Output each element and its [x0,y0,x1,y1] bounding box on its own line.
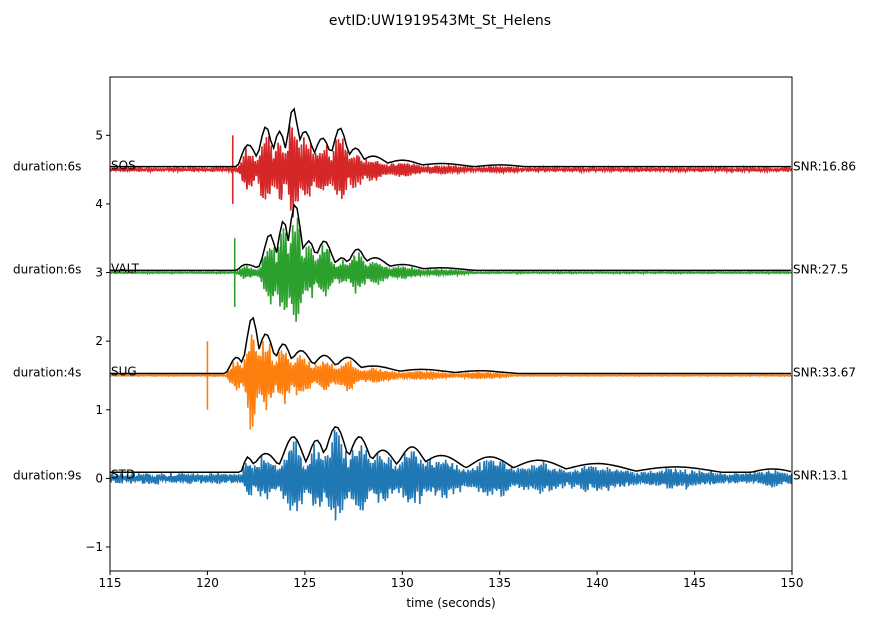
duration-label: duration:6s [13,160,81,174]
envelope-sos [110,107,792,168]
waveform-valt [109,217,793,322]
y-tick-label: 3 [95,266,103,280]
waveform-sos [109,125,793,218]
snr-label: SNR:13.1 [793,468,848,482]
x-tick-label: 135 [488,576,511,590]
y-tick-label: 4 [95,197,103,211]
snr-label: SNR:16.86 [793,160,856,174]
plot-area [110,77,792,571]
duration-label: duration:9s [13,468,81,482]
chart-title: evtID:UW1919543Mt_St_Helens [329,13,551,29]
station-label: VALT [111,262,140,276]
y-tick-label: 0 [95,471,103,485]
snr-label: SNR:27.5 [793,263,848,277]
y-axis-ticks: −1 0 1 2 3 4 5 [85,128,110,554]
station-label: SUG [111,364,137,378]
y-tick-label: 1 [95,403,103,417]
y-tick-label: 5 [95,128,103,142]
x-tick-label: 150 [781,576,804,590]
x-axis-ticks: 115 120 125 130 135 140 145 150 [99,571,804,590]
y-tick-label: −1 [85,540,103,554]
duration-label: duration:6s [13,263,81,277]
station-label: SOS [111,159,136,173]
x-axis-label: time (seconds) [406,596,495,610]
envelope-curves [110,107,792,474]
plot-frame [109,76,793,572]
envelope-std [110,425,792,474]
envelope-valt [110,203,792,272]
x-tick-label: 145 [683,576,706,590]
x-tick-label: 125 [293,576,316,590]
envelope-sug [110,316,792,375]
x-tick-label: 140 [586,576,609,590]
station-label: STD [111,467,135,481]
snr-label: SNR:33.67 [793,365,856,379]
trace-annotations: SOS duration:6s SNR:16.86 VALT duration:6s SN… [13,159,856,483]
waveform-sug [109,334,793,430]
waveform-std [109,429,793,521]
x-tick-label: 130 [391,576,414,590]
x-tick-label: 120 [196,576,219,590]
y-tick-label: 2 [95,334,103,348]
x-tick-label: 115 [99,576,122,590]
duration-label: duration:4s [13,365,81,379]
waveform-traces [109,125,793,521]
